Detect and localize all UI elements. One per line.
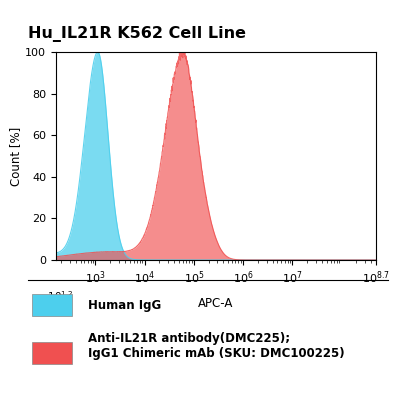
X-axis label: APC-A: APC-A	[198, 298, 234, 310]
Text: Anti-IL21R antibody(DMC225);
IgG1 Chimeric mAb (SKU: DMC100225): Anti-IL21R antibody(DMC225); IgG1 Chimer…	[88, 332, 345, 360]
Text: Human IgG: Human IgG	[88, 300, 161, 312]
Text: Hu_IL21R K562 Cell Line: Hu_IL21R K562 Cell Line	[28, 26, 246, 42]
Y-axis label: Count [%]: Count [%]	[10, 126, 22, 186]
Text: $-10^{1.2}$: $-10^{1.2}$	[39, 289, 73, 303]
